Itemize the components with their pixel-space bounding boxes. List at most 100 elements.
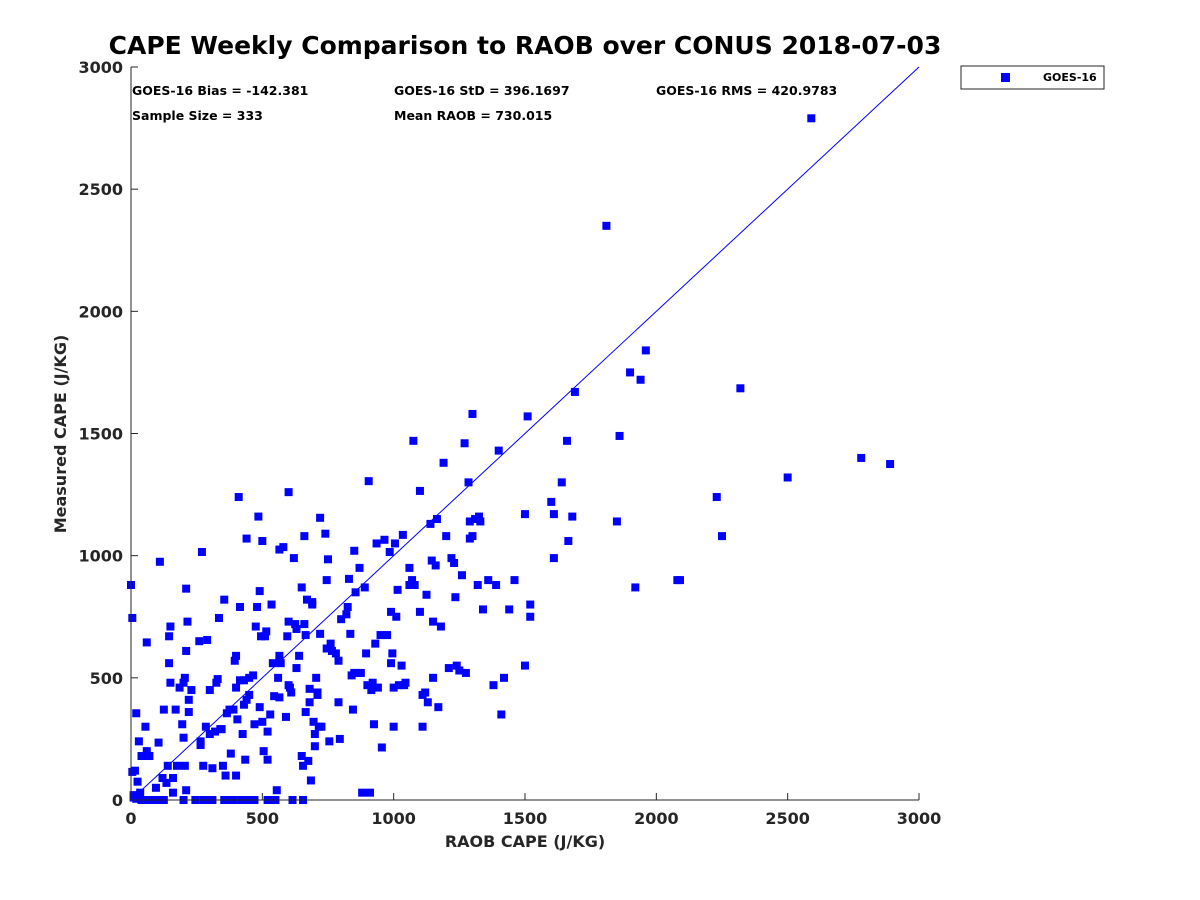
data-point (355, 563, 364, 572)
data-point (284, 617, 293, 626)
data-point (241, 755, 250, 764)
data-point (232, 683, 241, 692)
data-point (245, 690, 254, 699)
data-point (385, 548, 394, 557)
data-point (211, 727, 220, 736)
data-point (549, 510, 558, 519)
data-point (196, 737, 205, 746)
legend-box (960, 65, 1105, 90)
data-point (492, 580, 501, 589)
data-point (275, 651, 284, 660)
data-point (299, 761, 308, 770)
data-point (342, 610, 351, 619)
data-point (312, 673, 321, 682)
data-point (455, 666, 464, 675)
data-point (255, 587, 264, 596)
data-point (238, 730, 247, 739)
data-point (305, 684, 314, 693)
y-tick-label: 500 (90, 669, 123, 688)
y-tick-label: 2000 (78, 302, 123, 321)
data-point (447, 554, 456, 563)
data-point (478, 605, 487, 614)
data-point (300, 532, 309, 541)
data-point (182, 584, 191, 593)
data-point (334, 656, 343, 665)
data-point (232, 651, 241, 660)
data-point (394, 681, 403, 690)
data-point (267, 600, 276, 609)
scatter-points (127, 114, 895, 804)
data-point (266, 710, 275, 719)
data-point (452, 661, 461, 670)
data-point (203, 635, 212, 644)
chart-title: CAPE Weekly Comparison to RAOB over CONU… (109, 31, 942, 60)
y-tick-label: 3000 (78, 58, 123, 77)
data-point (468, 532, 477, 541)
data-point (380, 535, 389, 544)
data-point (297, 752, 306, 761)
data-point (300, 620, 309, 629)
data-point (262, 627, 271, 636)
data-point (217, 725, 226, 734)
data-point (195, 637, 204, 646)
data-point (398, 530, 407, 539)
data-point (389, 722, 398, 731)
data-point (263, 727, 272, 736)
data-point (389, 683, 398, 692)
data-point (450, 558, 459, 567)
y-axis-label: Measured CAPE (J/KG) (51, 335, 70, 534)
data-point (129, 791, 138, 800)
data-point (415, 607, 424, 616)
x-tick-label: 500 (246, 809, 279, 828)
data-point (326, 639, 335, 648)
data-point (494, 446, 503, 455)
data-point (226, 749, 235, 758)
data-point (301, 631, 310, 640)
data-point (390, 539, 399, 548)
data-point (130, 766, 139, 775)
data-point (260, 632, 269, 641)
data-point (393, 585, 402, 594)
data-point (807, 114, 816, 123)
data-point (253, 602, 262, 611)
data-point (499, 673, 508, 682)
data-point (383, 631, 392, 640)
data-point (302, 595, 311, 604)
data-point (373, 683, 382, 692)
data-point (388, 649, 397, 658)
data-point (205, 730, 214, 739)
y-tick-label: 1500 (78, 425, 123, 444)
data-point (239, 676, 248, 685)
data-point (857, 453, 866, 462)
x-tick-label: 1500 (503, 809, 548, 828)
data-point (387, 659, 396, 668)
data-point (274, 673, 283, 682)
data-point (331, 649, 340, 658)
data-point (213, 675, 222, 684)
data-point (475, 512, 484, 521)
data-point (287, 688, 296, 697)
data-point (137, 752, 146, 761)
data-point (305, 698, 314, 707)
data-point (306, 776, 315, 785)
data-point (158, 774, 167, 783)
data-point (179, 733, 188, 742)
data-point (229, 705, 238, 714)
data-point (184, 708, 193, 717)
data-point (563, 436, 572, 445)
legend-marker-icon (1001, 73, 1010, 82)
data-point (199, 761, 208, 770)
data-point (397, 661, 406, 670)
data-point (242, 534, 251, 543)
data-point (376, 631, 385, 640)
data-point (418, 722, 427, 731)
data-point (366, 788, 375, 797)
data-point (444, 664, 453, 673)
data-point (372, 539, 381, 548)
data-point (468, 409, 477, 418)
data-point (612, 517, 621, 526)
data-point (132, 709, 141, 718)
data-point (457, 571, 466, 580)
data-point (335, 734, 344, 743)
data-point (230, 656, 239, 665)
